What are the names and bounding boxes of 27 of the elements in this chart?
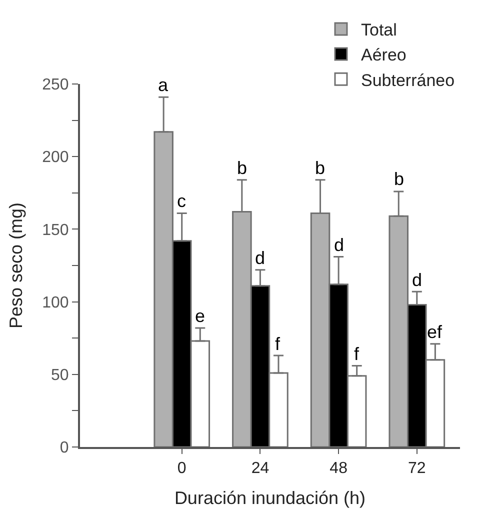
- y-axis-title: Peso seco (mg): [6, 202, 26, 329]
- data-label: d: [412, 270, 422, 290]
- y-tick-label: 0: [60, 440, 69, 457]
- data-label: f: [275, 334, 281, 354]
- data-label: b: [237, 158, 248, 178]
- data-label: d: [334, 235, 344, 255]
- legend-label: Subterráneo: [361, 70, 455, 90]
- legend-label: Aéreo: [361, 46, 406, 65]
- x-tick-label: 48: [330, 460, 348, 478]
- legend-label: Total: [361, 20, 397, 40]
- y-tick-label: 250: [42, 76, 69, 94]
- x-tick-label: 24: [251, 460, 270, 478]
- data-label: d: [255, 248, 266, 268]
- y-tick-label: 50: [51, 367, 69, 384]
- data-label: b: [315, 158, 326, 178]
- y-tick-label: 150: [42, 222, 69, 239]
- x-tick-label: 0: [177, 460, 186, 478]
- data-label: f: [354, 344, 360, 364]
- x-axis-title: Duración inundación (h): [174, 488, 366, 508]
- y-tick-label: 200: [42, 149, 69, 166]
- data-label: a: [158, 75, 169, 95]
- y-tick-label: 100: [42, 294, 69, 312]
- data-label: ef: [427, 322, 444, 342]
- data-label: c: [177, 191, 186, 211]
- data-label: b: [394, 169, 404, 189]
- x-tick-label: 72: [408, 460, 426, 478]
- data-label: e: [195, 306, 206, 326]
